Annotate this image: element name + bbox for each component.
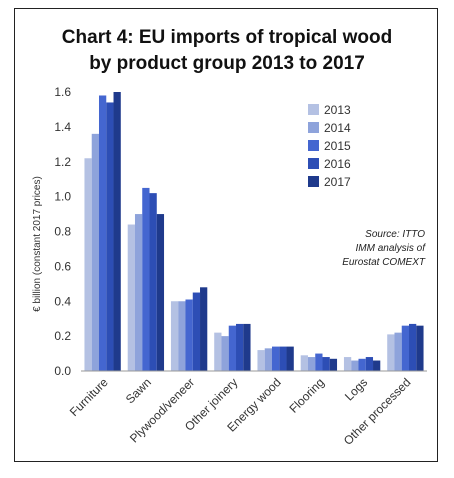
y-tick-label: 0.6 (54, 259, 71, 273)
x-category-label: Logs (342, 375, 370, 403)
bar (185, 299, 193, 371)
legend-swatch (308, 176, 319, 187)
legend-swatch (308, 104, 319, 115)
bar (156, 214, 165, 371)
bar (315, 353, 323, 371)
bar (84, 158, 92, 371)
bar (192, 292, 201, 371)
bar (394, 332, 402, 371)
chart-frame: Chart 4: EU imports of tropical wood by … (14, 8, 438, 462)
bar (279, 346, 287, 371)
bar (91, 133, 99, 371)
bar (329, 358, 338, 371)
legend-label: 2016 (324, 157, 351, 171)
bar (113, 92, 121, 371)
y-axis-label: € billion (constant 2017 prices) (32, 176, 43, 312)
y-tick-label: 0.2 (54, 329, 71, 343)
bar (243, 323, 251, 371)
y-tick-label: 1.4 (54, 120, 71, 134)
bar (257, 350, 265, 371)
legend-swatch (308, 140, 319, 151)
y-tick-label: 0.0 (54, 364, 71, 378)
y-tick-label: 1.0 (54, 190, 71, 204)
bar (343, 357, 352, 371)
bar (387, 334, 395, 371)
bar (228, 325, 237, 371)
legend-label: 2013 (324, 103, 351, 117)
bar (307, 357, 316, 371)
bar (300, 355, 308, 371)
y-tick-label: 1.2 (54, 155, 71, 169)
y-tick-label: 0.8 (54, 225, 71, 239)
y-tick-label: 1.6 (54, 85, 71, 99)
source-line-1: Source: ITTO (365, 229, 425, 240)
x-category-label: Flooring (286, 375, 327, 416)
source-line-3: Eurostat COMEXT (342, 257, 426, 268)
bar (264, 348, 272, 371)
bar (401, 325, 410, 371)
bar (106, 102, 114, 372)
bar (409, 323, 417, 371)
chart-title-line-1: Chart 4: EU imports of tropical wood (62, 27, 392, 48)
bar (286, 346, 294, 371)
bar (351, 360, 359, 371)
legend-swatch (308, 122, 319, 133)
legend-label: 2017 (324, 175, 351, 189)
bar (142, 187, 150, 371)
legend: 2013 2014 2015 2016 2017 (308, 103, 351, 189)
x-category-label: Furniture (67, 375, 111, 419)
chart-svg: Chart 4: EU imports of tropical wood by … (32, 27, 427, 448)
bar (127, 224, 135, 371)
x-category-label: Sawn (123, 375, 154, 406)
legend-label: 2014 (324, 121, 351, 135)
bar (170, 301, 179, 371)
source-note: Source: ITTO IMM analysis of Eurostat CO… (342, 229, 426, 268)
bar (365, 357, 374, 371)
bar (358, 358, 366, 371)
legend-label: 2015 (324, 139, 351, 153)
bars-group (84, 92, 424, 372)
bar (322, 357, 330, 371)
legend-swatch (308, 158, 319, 169)
bar (178, 301, 186, 371)
bar (221, 336, 229, 371)
y-tick-label: 0.4 (54, 294, 71, 308)
bar (200, 287, 208, 371)
y-axis-ticks: 0.0 0.2 0.4 0.6 0.8 1.0 1.2 1.4 1.6 (54, 85, 71, 378)
bar (149, 193, 157, 371)
bar (416, 325, 424, 371)
bar (271, 346, 280, 371)
bar (373, 360, 381, 371)
source-line-2: IMM analysis of (356, 243, 427, 254)
bar (134, 214, 143, 371)
bar (236, 323, 244, 371)
bar (98, 95, 107, 372)
bar (214, 332, 222, 371)
chart-title-line-2: by product group 2013 to 2017 (89, 53, 365, 74)
